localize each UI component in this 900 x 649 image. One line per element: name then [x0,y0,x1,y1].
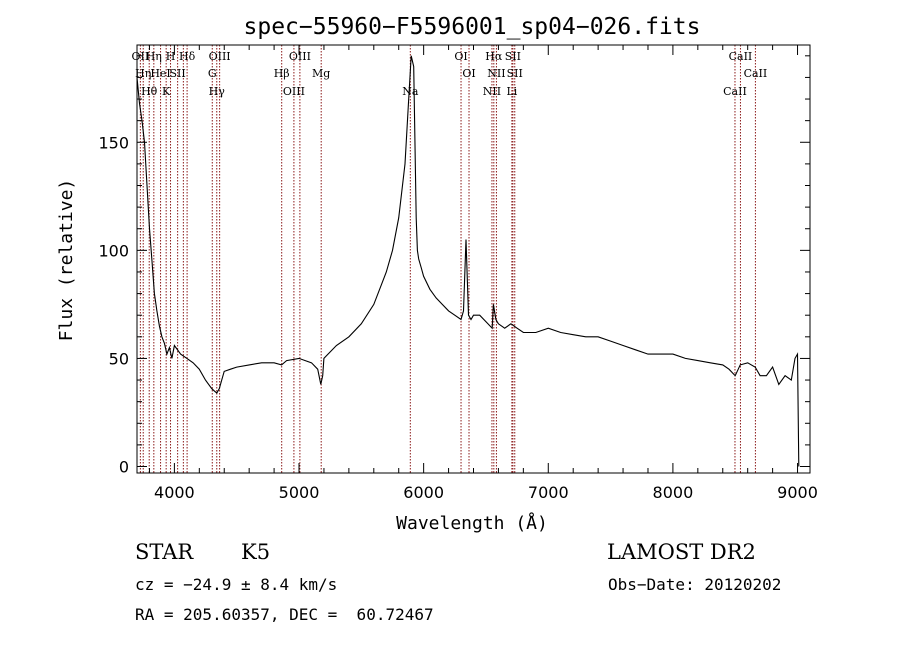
line-label: CaII [723,85,747,98]
line-label: OI [454,50,467,63]
survey-name: LAMOST DR2 [607,540,756,564]
y-axis: 0 50 100 150 [98,55,810,477]
line-label: Hη [135,67,151,80]
spectral-subclass: K5 [241,540,271,564]
line-label: NII [483,85,501,98]
coordinates: RA = 205.60357, DEC = 60.72467 [135,605,434,624]
x-axis: 4000 5000 6000 7000 8000 9000 [148,45,818,502]
emission-line-labels: OIIHηHθHηHeIKHSIIHδGHγOIIIHβOIIIOIIIMgNa… [132,50,768,98]
line-label: SII [505,50,521,63]
line-label: Hθ [141,85,158,98]
line-label: SII [170,67,186,80]
x-tick-label: 7000 [528,483,569,502]
line-label: CaII [744,67,768,80]
line-label: NII [487,67,505,80]
line-label: OIII [209,50,231,63]
plot-frame [136,44,811,474]
x-tick-label: 6000 [403,483,444,502]
y-tick-label: 0 [119,458,129,477]
y-tick-label: 50 [109,349,129,368]
line-label: Hδ [179,50,196,63]
line-label: H [166,50,176,63]
y-axis-label: Flux (relative) [56,179,77,342]
line-label: Hβ [274,67,290,80]
spectrum-line [136,55,800,467]
line-label: Mg [312,67,330,80]
x-tick-label: 8000 [653,483,694,502]
line-label: OII [132,50,150,63]
line-label: SII [507,67,523,80]
line-label: Na [402,85,419,98]
line-label: Hγ [209,85,226,98]
line-label: HeI [150,67,170,80]
x-tick-label: 4000 [154,483,195,502]
line-label: Li [506,85,517,98]
line-label: OIII [289,50,311,63]
x-tick-label: 5000 [279,483,320,502]
object-class: STAR [135,540,194,564]
redshift-velocity: cz = −24.9 ± 8.4 km/s [135,575,338,594]
line-label: OIII [283,85,305,98]
observation-date: Obs−Date: 20120202 [608,575,782,594]
line-label: CaII [729,50,753,63]
line-label: OI [462,67,475,80]
chart-title: spec−55960−F5596001_sp04−026.fits [244,14,701,40]
line-label: K [162,85,171,98]
line-label: Hη [146,50,162,63]
line-label: G [208,67,217,80]
line-label: Hα [485,50,503,63]
x-axis-label: Wavelength (Å) [396,512,548,534]
y-tick-label: 150 [98,133,129,152]
x-tick-label: 9000 [777,483,818,502]
y-tick-label: 100 [98,241,129,260]
emission-line-markers [139,45,756,473]
